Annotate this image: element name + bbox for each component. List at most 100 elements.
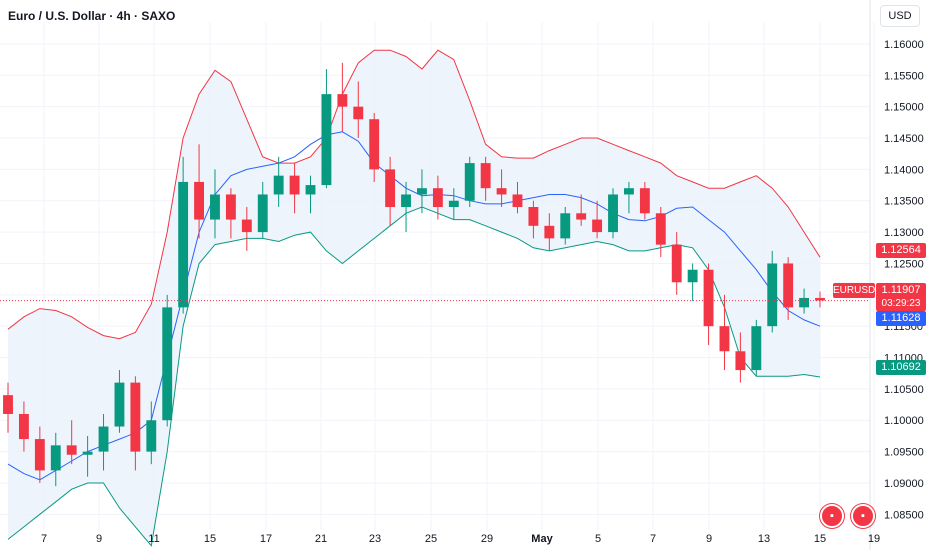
candle-body — [178, 181, 189, 308]
candle — [385, 156, 396, 226]
bollinger-band-fill — [8, 50, 820, 546]
candle-body — [305, 185, 316, 195]
y-tick-label: 1.14000 — [884, 164, 924, 176]
candle-body — [496, 188, 507, 195]
candle — [3, 382, 13, 433]
candle — [735, 332, 746, 383]
candle — [432, 175, 443, 220]
x-tick-label: 21 — [315, 533, 327, 545]
flag-icon[interactable]: ▪ — [851, 504, 875, 528]
y-tick-label: 1.15000 — [884, 102, 924, 114]
x-tick-label: May — [531, 533, 553, 545]
y-tick-label: 1.10500 — [884, 384, 924, 396]
y-tick-label: 1.14500 — [884, 133, 924, 145]
y-tick-label: 1.09000 — [884, 478, 924, 490]
x-tick-label: 13 — [758, 533, 770, 545]
candle-body — [624, 188, 634, 195]
candle-body — [369, 119, 380, 170]
candle-body — [767, 263, 778, 327]
price-axis: 1.16000 1.15500 1.15000 1.14500 1.14000 1.135… — [869, 0, 924, 550]
candle-body — [448, 200, 459, 208]
candle — [783, 257, 794, 320]
candle — [448, 188, 459, 220]
candle — [178, 156, 189, 314]
candle — [369, 112, 380, 182]
candle — [528, 200, 539, 239]
candle — [305, 175, 316, 214]
x-tick-label: 19 — [868, 533, 880, 545]
x-tick-label: 17 — [260, 533, 272, 545]
candle-body — [464, 163, 475, 201]
y-tick-label: 1.13500 — [884, 196, 924, 208]
candle-body — [528, 207, 539, 226]
upper-band-tag: 1.12564 — [876, 243, 926, 258]
candle — [34, 426, 45, 483]
candle — [401, 181, 411, 233]
candle — [592, 200, 603, 239]
x-tick-label: 7 — [650, 533, 656, 545]
candle-body — [783, 263, 794, 308]
candle-body — [401, 194, 411, 208]
candle-body — [655, 213, 666, 245]
y-tick-label: 1.15500 — [884, 70, 924, 82]
candle-body — [130, 382, 141, 452]
x-tick-label: 15 — [204, 533, 216, 545]
candle — [544, 213, 555, 251]
candle — [114, 370, 125, 433]
y-tick-label: 1.09500 — [884, 447, 924, 459]
y-tick-label: 1.08500 — [884, 509, 924, 521]
last-price-tag: 1.11907 — [876, 283, 926, 298]
candle-body — [18, 413, 29, 440]
candle — [512, 181, 523, 214]
candle-body — [671, 244, 682, 283]
y-tick-label: 1.13000 — [884, 227, 924, 239]
candle-body — [639, 188, 650, 214]
candle — [687, 263, 698, 302]
currency-button[interactable]: USD — [880, 5, 920, 27]
candle — [257, 181, 268, 239]
y-tick-label: 1.12500 — [884, 258, 924, 270]
candle — [321, 69, 332, 189]
candle-body — [210, 194, 220, 220]
candle-body — [576, 213, 587, 220]
candle — [66, 420, 77, 465]
candle-body — [480, 163, 491, 189]
candle-body — [432, 188, 443, 208]
x-tick-label: 23 — [369, 533, 381, 545]
candle-body — [146, 420, 157, 452]
candle-body — [321, 94, 332, 186]
candle — [146, 401, 157, 465]
candle — [608, 188, 618, 239]
basis-line — [7, 131, 821, 481]
candle-body — [719, 326, 730, 352]
candle-body — [544, 225, 555, 239]
candle-body — [815, 297, 825, 301]
candle — [480, 156, 491, 201]
candle-body — [687, 269, 698, 283]
candle-body — [257, 194, 268, 233]
candle-body — [114, 382, 125, 427]
candle — [560, 207, 571, 245]
candle — [496, 169, 507, 208]
lower-band-tag: 1.10692 — [876, 360, 926, 375]
candle — [241, 207, 252, 251]
candle — [225, 188, 236, 239]
x-tick-label: 29 — [481, 533, 493, 545]
y-tick-label: 1.10000 — [884, 415, 924, 427]
candle-body — [273, 175, 284, 195]
candle-body — [82, 451, 93, 455]
x-tick-label: 5 — [595, 533, 601, 545]
candle — [767, 250, 778, 333]
x-tick-label: 11 — [148, 533, 159, 545]
time-axis: 7 9 11 15 17 21 23 25 29 May 5 7 9 13 15 19 — [41, 533, 880, 545]
candle — [655, 207, 666, 258]
candle — [130, 376, 141, 471]
candle-body — [3, 395, 13, 414]
x-tick-label: 15 — [814, 533, 826, 545]
candle-body — [751, 326, 762, 371]
candle-body — [353, 106, 364, 120]
candle-body — [337, 94, 348, 107]
candle-body — [592, 219, 603, 233]
flag-icon[interactable]: ▪ — [820, 504, 844, 528]
